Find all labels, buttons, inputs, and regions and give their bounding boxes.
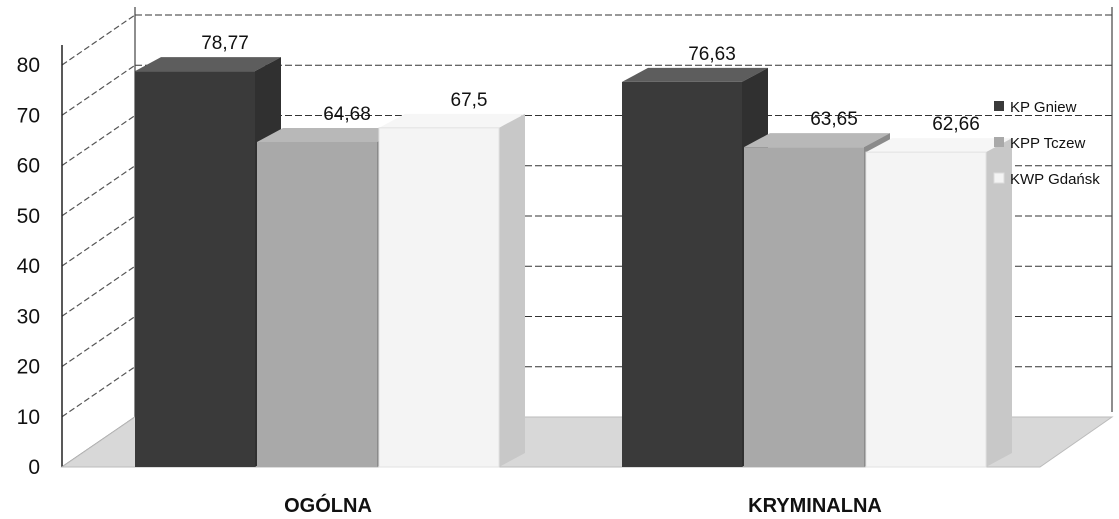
bar-top [744,133,890,148]
data-label: 78,77 [201,33,249,54]
gridline-side [61,115,136,166]
y-tick-label: 30 [17,305,40,328]
legend-label: KWP Gdańsk [1010,171,1100,188]
y-tick-label: 80 [17,54,40,77]
gridline-side [61,165,136,217]
y-tick-label: 70 [17,104,40,127]
y-tick-label: 50 [17,205,40,228]
bar-top [622,67,768,82]
legend-swatch [994,101,1004,111]
legend-label: KPP Tczew [1010,135,1085,152]
gridline-side [61,366,136,418]
bar-top [257,127,403,142]
bar [257,141,377,467]
bar [378,127,500,468]
legend-label: KP Gniew [1010,99,1077,116]
gridline-side [61,64,136,116]
data-label: 64,68 [323,104,371,125]
bar [865,151,987,468]
gridline-side [61,316,136,367]
gridline-side [61,265,136,317]
y-tick-label: 0 [28,456,40,479]
data-label: 63,65 [810,109,858,130]
y-tick-label: 40 [17,255,40,278]
y-tick-label: 10 [17,406,40,429]
bar [744,147,864,467]
y-tick-label: 20 [17,356,40,379]
legend-swatch [994,137,1004,147]
data-label: 62,66 [932,114,980,135]
bar-top [866,138,1012,153]
bar-side [986,138,1012,468]
bar [622,81,742,467]
category-label: OGÓLNA [284,493,372,517]
data-label: 67,5 [451,90,488,111]
legend-swatch [993,172,1005,184]
data-label: 76,63 [688,44,736,65]
bar-top [135,57,281,72]
bar [135,71,255,467]
bar-side [499,113,525,467]
y-tick-label: 60 [17,155,40,178]
bar-top [379,113,525,128]
gridline-side [61,215,136,267]
category-label: KRYMINALNA [748,495,882,517]
gridline-side [61,14,136,66]
